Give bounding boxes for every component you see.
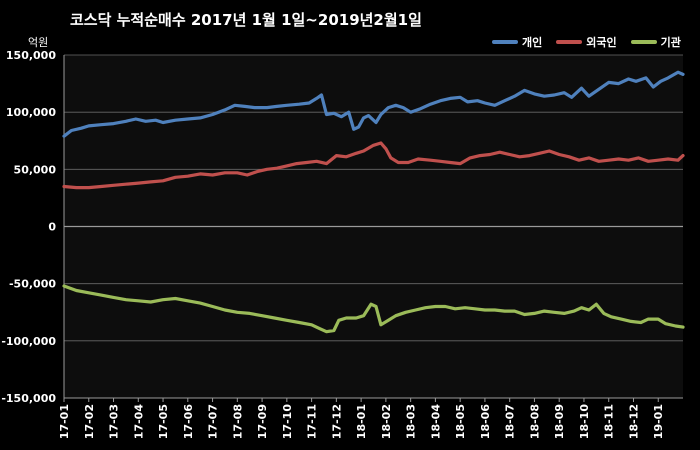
legend-label-foreign: 외국인 xyxy=(586,36,617,49)
x-tick-label: 18-09 xyxy=(553,404,566,439)
x-tick-label: 18-12 xyxy=(627,404,640,439)
legend-item-individual: 개인 xyxy=(492,34,542,50)
x-tick-label: 18-11 xyxy=(603,404,616,439)
x-tick-label: 18-05 xyxy=(454,404,467,439)
y-axis-unit-label: 억원 xyxy=(28,36,49,49)
x-tick-label: 17-01 xyxy=(58,404,71,439)
x-tick-label: 17-09 xyxy=(256,404,269,439)
series-line-foreign xyxy=(62,141,685,190)
y-tick-label: 0 xyxy=(48,221,56,234)
chart-title: 코스닥 누적순매수 2017년 1월 1일~2019년2월1일 xyxy=(70,11,422,29)
legend-swatch-foreign xyxy=(556,40,583,44)
legend-label-institution: 기관 xyxy=(660,36,681,49)
y-tick-label: -150,000 xyxy=(1,392,56,405)
x-tick-label: 19-01 xyxy=(652,404,665,439)
x-tick-label: 17-05 xyxy=(157,404,170,439)
x-tick-label: 17-08 xyxy=(231,404,244,439)
x-tick-label: 17-12 xyxy=(330,404,343,439)
y-tick-label: -50,000 xyxy=(9,278,56,291)
x-tick-label: 18-10 xyxy=(578,404,591,440)
legend-item-foreign: 외국인 xyxy=(556,34,617,50)
y-tick-label: 100,000 xyxy=(6,106,56,119)
legend: 개인 외국인 기관 xyxy=(492,34,681,50)
x-tick-label: 17-10 xyxy=(281,404,294,440)
series-line-individual xyxy=(62,70,685,138)
x-tick-label: 18-02 xyxy=(380,404,393,439)
x-tick-label: 17-06 xyxy=(182,404,195,440)
y-tick-label: 50,000 xyxy=(14,163,57,176)
legend-swatch-institution xyxy=(630,40,657,44)
x-tick-label: 17-11 xyxy=(306,404,319,439)
x-tick-label: 18-06 xyxy=(479,404,492,440)
y-tick-label: -100,000 xyxy=(1,335,56,348)
legend-swatch-individual xyxy=(492,40,518,44)
series-line-institution xyxy=(62,284,685,334)
x-tick-label: 18-08 xyxy=(528,404,541,439)
x-tick-label: 18-01 xyxy=(355,404,368,439)
x-tick-label: 18-03 xyxy=(405,404,418,439)
y-tick-label: 150,000 xyxy=(6,49,56,62)
x-tick-label: 17-03 xyxy=(108,404,121,439)
legend-label-individual: 개인 xyxy=(522,36,543,49)
x-tick-label: 18-07 xyxy=(504,404,517,439)
x-tick-label: 17-07 xyxy=(207,404,220,439)
x-tick-label: 18-04 xyxy=(429,404,442,440)
x-tick-label: 17-04 xyxy=(132,404,145,440)
x-tick-label: 17-02 xyxy=(83,404,96,439)
legend-item-institution: 기관 xyxy=(630,34,681,50)
